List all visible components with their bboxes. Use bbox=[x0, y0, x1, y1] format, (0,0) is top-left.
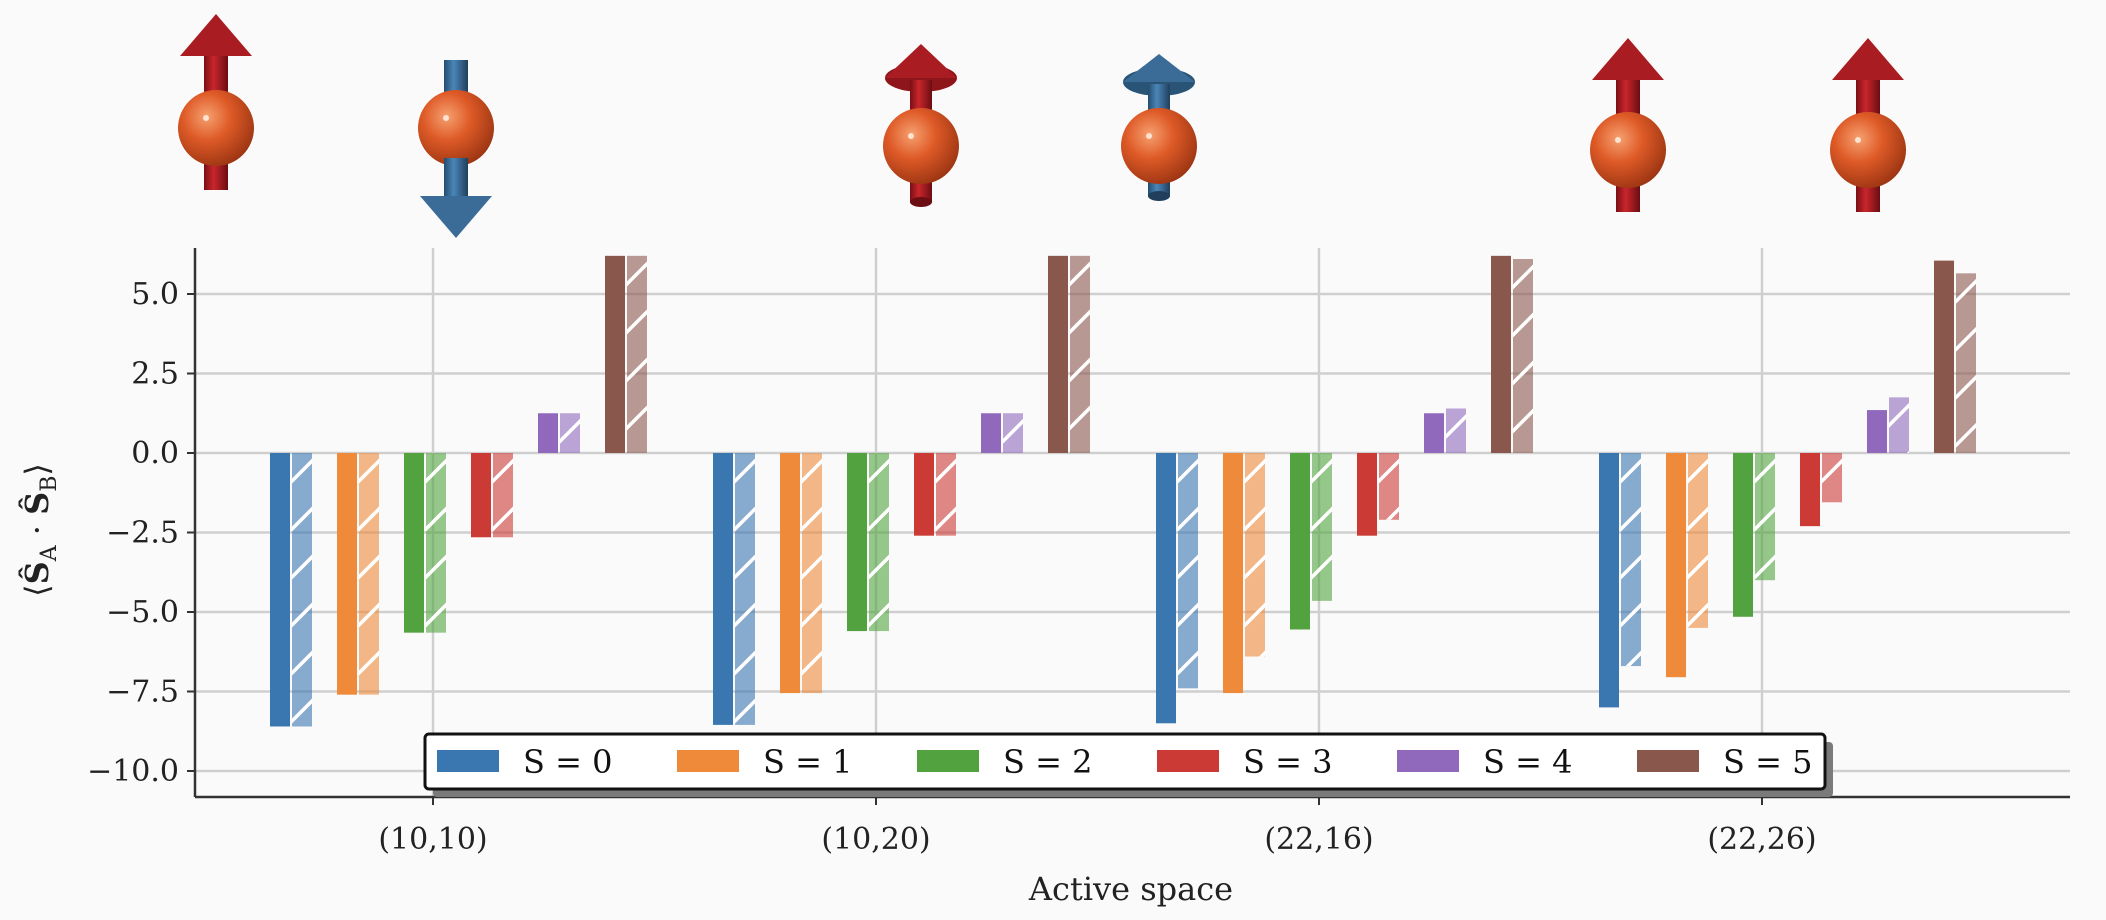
hatched-bar-3-3 bbox=[1822, 453, 1842, 503]
legend-swatch-2 bbox=[917, 750, 979, 772]
hatched-bar-4-2 bbox=[1446, 408, 1466, 453]
hatched-bar-0-1 bbox=[735, 453, 755, 725]
bar-1-0 bbox=[337, 453, 357, 695]
bar-5-1 bbox=[1048, 255, 1068, 453]
legend-label-1: S = 1 bbox=[763, 743, 852, 781]
spin-atom-2 bbox=[883, 44, 959, 207]
legend: S = 0 S = 1 S = 2 S = 3 S = 4 S = 5 bbox=[423, 732, 1833, 797]
bar-1-1 bbox=[780, 453, 800, 694]
y-tick-label: 5.0 bbox=[131, 277, 179, 312]
spin-illustrations bbox=[178, 14, 1906, 238]
hatched-bar-1-3 bbox=[1688, 453, 1708, 628]
bar-4-0 bbox=[538, 413, 558, 453]
spin-atom-0 bbox=[178, 14, 254, 190]
bar-3-3 bbox=[1800, 453, 1820, 527]
axes bbox=[187, 248, 2070, 805]
legend-box bbox=[423, 732, 1827, 791]
spin-atom-4 bbox=[1590, 38, 1666, 212]
bar-3-1 bbox=[914, 453, 934, 536]
hatched-bar-4-0 bbox=[560, 413, 580, 453]
hatched-bar-1-1 bbox=[802, 453, 822, 694]
x-tick-label: (22,16) bbox=[1264, 822, 1373, 857]
legend-label-5: S = 5 bbox=[1723, 743, 1812, 781]
bar-2-3 bbox=[1733, 453, 1753, 617]
legend-label-3: S = 3 bbox=[1243, 743, 1332, 781]
hatched-bar-5-2 bbox=[1513, 259, 1533, 453]
bar-4-3 bbox=[1867, 410, 1887, 453]
hatched-bar-2-1 bbox=[869, 453, 889, 632]
legend-label-2: S = 2 bbox=[1003, 743, 1092, 781]
hatched-bar-3-1 bbox=[936, 453, 956, 536]
bar-4-1 bbox=[981, 413, 1001, 453]
tick-labels: −10.0 −7.5 −5.0 −2.5 0.0 2.5 5.0 (10,10) (10,20)… bbox=[87, 277, 1817, 857]
x-axis-title: Active space bbox=[1028, 870, 1233, 908]
x-tick-label: (22,26) bbox=[1707, 822, 1816, 857]
hatched-bar-1-2 bbox=[1245, 453, 1265, 657]
y-tick-label: 2.5 bbox=[131, 357, 179, 392]
spin-atom-5 bbox=[1830, 38, 1906, 212]
legend-swatch-4 bbox=[1397, 750, 1459, 772]
bar-2-0 bbox=[404, 453, 424, 633]
legend-swatch-0 bbox=[437, 750, 499, 772]
y-tick-label: −10.0 bbox=[87, 754, 179, 789]
bar-1-2 bbox=[1223, 453, 1243, 694]
y-tick-label: −5.0 bbox=[106, 595, 179, 630]
hatched-bar-2-2 bbox=[1312, 453, 1332, 601]
hatched-bar-5-1 bbox=[1070, 255, 1090, 453]
hatched-bar-0-2 bbox=[1178, 453, 1198, 689]
bar-2-2 bbox=[1290, 453, 1310, 630]
hatched-bar-4-1 bbox=[1003, 413, 1023, 453]
y-tick-label: 0.0 bbox=[131, 436, 179, 471]
spin-atom-1 bbox=[418, 60, 494, 238]
bar-3-2 bbox=[1357, 453, 1377, 536]
hatched-bar-4-3 bbox=[1889, 397, 1909, 454]
legend-swatch-5 bbox=[1637, 750, 1699, 772]
bar-5-3 bbox=[1934, 260, 1954, 453]
legend-swatch-1 bbox=[677, 750, 739, 772]
bar-5-2 bbox=[1491, 255, 1511, 453]
y-axis-title: ⟨ŜA · ŜB⟩ bbox=[18, 463, 62, 597]
hatched-bar-0-0 bbox=[292, 453, 312, 727]
hatched-bar-3-2 bbox=[1379, 453, 1399, 520]
legend-label-4: S = 4 bbox=[1483, 743, 1572, 781]
bar-5-0 bbox=[605, 255, 625, 453]
x-tick-label: (10,10) bbox=[378, 822, 487, 857]
bar-4-2 bbox=[1424, 413, 1444, 453]
hatched-bar-3-0 bbox=[493, 453, 513, 538]
hatched-bar-2-3 bbox=[1755, 453, 1775, 581]
hatched-bar-0-3 bbox=[1621, 453, 1641, 667]
bar-0-3 bbox=[1599, 453, 1619, 708]
bar-2-1 bbox=[847, 453, 867, 632]
hatched-bar-2-0 bbox=[426, 453, 446, 633]
spin-atom-3 bbox=[1121, 54, 1197, 201]
bar-0-2 bbox=[1156, 453, 1176, 724]
legend-swatch-3 bbox=[1157, 750, 1219, 772]
legend-label-0: S = 0 bbox=[523, 743, 612, 781]
hatched-bar-1-0 bbox=[359, 453, 379, 695]
bar-1-3 bbox=[1666, 453, 1686, 678]
y-tick-label: −7.5 bbox=[106, 675, 179, 710]
x-tick-label: (10,20) bbox=[821, 822, 930, 857]
hatched-bar-5-3 bbox=[1956, 273, 1976, 453]
bar-0-0 bbox=[270, 453, 290, 727]
y-tick-label: −2.5 bbox=[106, 516, 179, 551]
bar-3-0 bbox=[471, 453, 491, 538]
hatched-bar-5-0 bbox=[627, 255, 647, 453]
bars bbox=[270, 255, 1976, 727]
bar-0-1 bbox=[713, 453, 733, 725]
